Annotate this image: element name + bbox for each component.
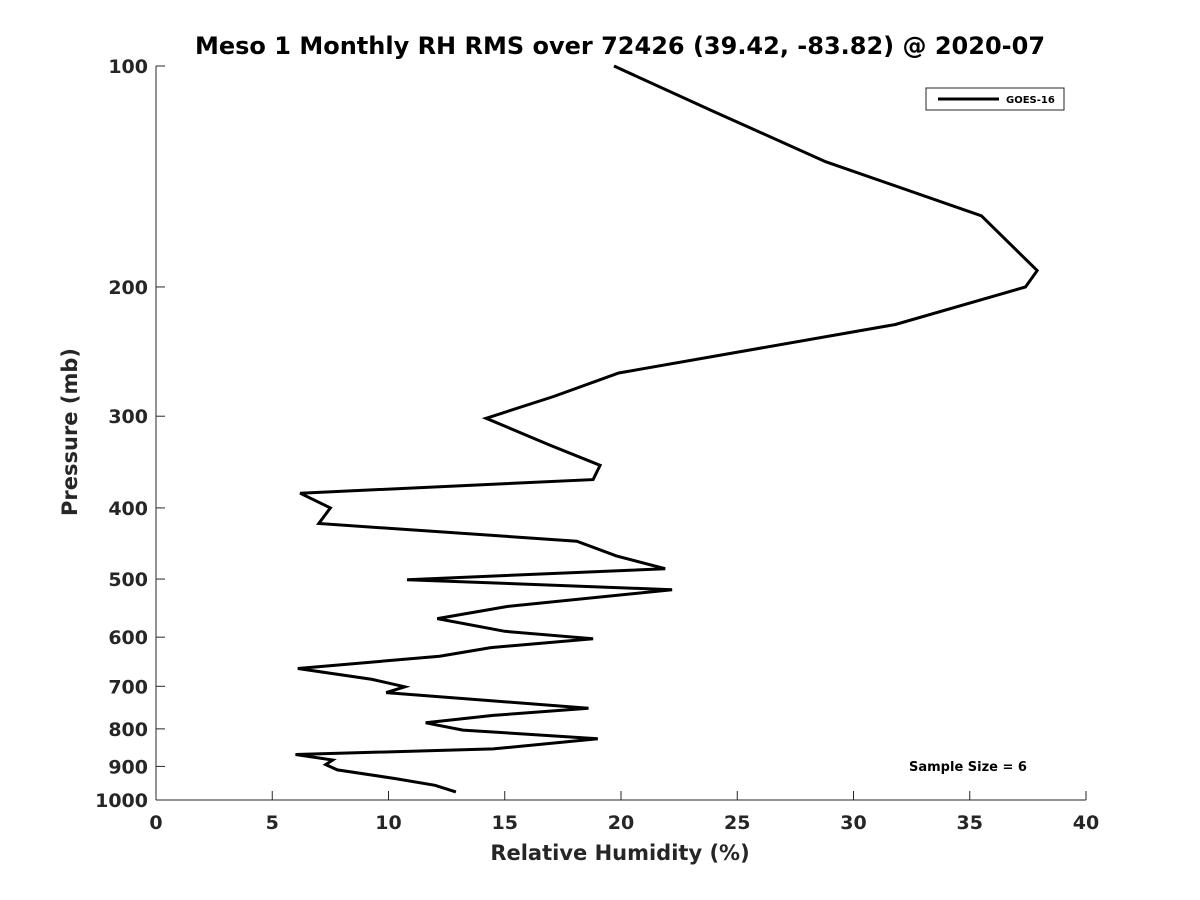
legend-label: GOES-16: [1006, 95, 1055, 106]
x-tick-label: 10: [375, 812, 401, 834]
x-axis-label: Relative Humidity (%): [490, 841, 749, 865]
axes: 0 5 10 15 20 25 30 35 40 100 200 300 400 500 600 700 800…: [95, 56, 1099, 834]
y-tick-label: 200: [108, 277, 148, 299]
y-tick-label: 800: [108, 719, 148, 741]
y-tick-label: 500: [108, 569, 148, 591]
series-line-goes-16: [295, 64, 1040, 794]
y-tick-label: 300: [108, 406, 148, 428]
x-tick-label: 0: [149, 812, 162, 834]
y-tick-label: 400: [108, 498, 148, 520]
x-tick-label: 40: [1073, 812, 1099, 834]
x-tick-label: 30: [840, 812, 866, 834]
x-tick-label: 35: [957, 812, 983, 834]
x-tick-label: 5: [266, 812, 279, 834]
x-tick-label: 25: [724, 812, 750, 834]
x-tick-label: 20: [608, 812, 634, 834]
y-axis-label: Pressure (mb): [58, 348, 82, 516]
sample-size-annotation: Sample Size = 6: [909, 760, 1027, 775]
x-tick-label: 15: [492, 812, 518, 834]
y-tick-label: 1000: [95, 790, 148, 812]
y-tick-label: 100: [108, 56, 148, 78]
legend: GOES-16: [925, 87, 1065, 111]
plot-area: [295, 64, 1040, 794]
chart-title: Meso 1 Monthly RH RMS over 72426 (39.42,…: [195, 32, 1045, 60]
y-tick-label: 600: [108, 627, 148, 649]
y-tick-label: 700: [108, 676, 148, 698]
y-tick-label: 900: [108, 756, 148, 778]
